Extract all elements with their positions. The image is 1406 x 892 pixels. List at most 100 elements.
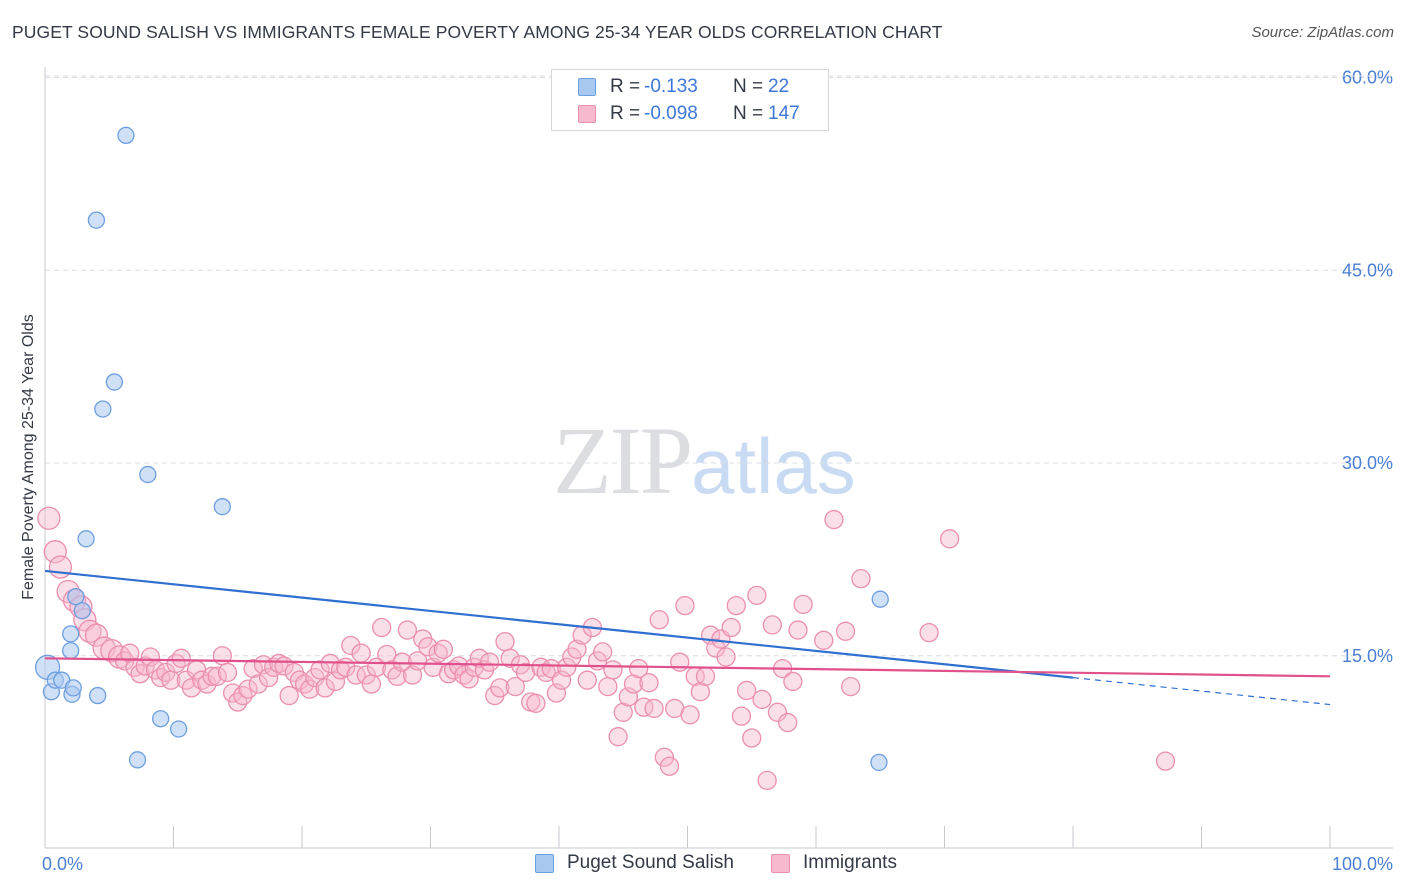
point-salish [77,530,95,548]
point-immigrants [757,770,777,791]
point-immigrants [778,712,798,733]
point-immigrants [716,647,736,667]
point-immigrants [469,648,489,668]
point-salish [94,400,112,418]
point-immigrants [243,658,263,679]
bottom-legend-label-immigrants: Immigrants [803,852,897,873]
bottom-legend-swatch-salish [535,854,554,873]
legend-n-value: 22 [768,76,790,97]
x-tick-label-max: 100.0% [1332,854,1393,874]
point-immigrants [505,676,525,697]
point-immigrants [731,706,752,726]
legend-n-value: 147 [768,103,800,124]
point-immigrants [212,646,232,666]
point-immigrants [623,674,644,694]
point-immigrants [387,666,407,686]
legend-r-label: R = [610,103,641,124]
bottom-legend-label-salish: Puget Sound Salish [567,852,734,873]
legend-n-label: N = [733,76,764,97]
point-immigrants [202,666,222,686]
point-immigrants [824,509,844,530]
point-salish [67,587,85,606]
point-immigrants [449,656,469,676]
point-immigrants [120,643,140,663]
point-immigrants [670,652,690,672]
point-immigrants [310,660,330,680]
point-salish [73,602,91,620]
point-immigrants [752,689,772,710]
point-immigrants [248,674,268,694]
point-immigrants [726,595,746,616]
chart-title: PUGET SOUND SALISH VS IMMIGRANTS FEMALE … [12,22,943,42]
point-salish [117,126,135,144]
point-salish [139,465,157,484]
point-immigrants [279,685,299,706]
point-immigrants [48,555,73,579]
point-immigrants [402,665,423,685]
point-immigrants [690,682,710,702]
point-immigrants [675,595,695,616]
point-salish [128,751,147,769]
point-salish [62,625,80,643]
point-immigrants [649,610,669,630]
legend-r-label: R = [610,76,641,97]
point-immigrants [593,642,613,662]
point-immigrants [500,648,520,668]
point-immigrants [742,728,762,748]
point-salish [870,753,888,772]
legend-swatch-salish [578,78,596,96]
point-immigrants [644,698,664,719]
point-immigrants [341,635,361,656]
point-salish [169,720,188,738]
point-immigrants [1155,751,1176,771]
point-immigrants [135,656,155,676]
point-immigrants [531,657,551,677]
point-immigrants [228,692,248,712]
point-immigrants [841,676,861,697]
point-immigrants [346,665,366,685]
point-immigrants [325,671,346,692]
point-immigrants [382,660,402,680]
point-immigrants [125,657,145,677]
source-credit: Source: ZipAtlas.com [1251,24,1394,41]
point-immigrants [721,617,741,638]
point-immigrants [372,617,392,638]
point-salish [151,710,170,728]
point-immigrants [659,756,680,776]
y-tick-label: 45.0% [1342,260,1393,280]
point-immigrants [166,653,186,674]
point-immigrants [330,660,351,680]
y-tick-label: 15.0% [1342,646,1393,666]
point-immigrants [736,680,757,701]
point-immigrants [515,662,536,683]
point-immigrants [351,643,371,663]
point-immigrants [258,667,279,688]
legend-r-value: -0.098 [644,103,698,124]
point-immigrants [814,630,834,650]
point-immigrants [783,671,803,692]
point-salish [871,590,889,608]
point-immigrants [207,666,227,686]
point-immigrants [629,658,649,679]
point-immigrants [680,705,700,725]
legend-n-label: N = [733,103,764,124]
point-immigrants [171,648,191,668]
point-immigrants [459,669,479,689]
point-immigrants [851,569,871,589]
legend-swatch-immigrants [578,105,596,123]
point-immigrants [939,529,960,549]
point-immigrants [603,660,623,680]
point-immigrants [356,665,376,685]
point-immigrants [294,674,315,694]
watermark: ZIPatlas [553,405,856,516]
point-immigrants [835,621,856,641]
point-immigrants [695,666,716,686]
point-immigrants [217,662,238,683]
legend-r-value: -0.133 [644,76,698,97]
point-immigrants [747,585,767,606]
point-immigrants [598,676,618,697]
point-salish [89,686,107,705]
point-immigrants [526,693,546,713]
point-immigrants [238,679,258,699]
